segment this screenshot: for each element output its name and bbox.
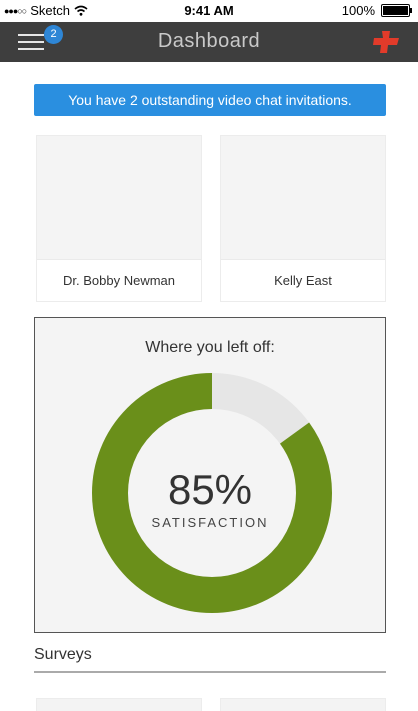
contact-card[interactable]: Kelly East [220,135,386,302]
contact-name: Kelly East [221,259,385,301]
progress-panel[interactable]: Where you left off: 85% SATISFACTION [34,317,386,633]
satisfaction-percent: 85% [167,466,253,513]
status-left: ●●●○○ Sketch [4,3,88,18]
carrier-name: Sketch [30,3,70,18]
satisfaction-donut [92,373,332,613]
contact-photo [221,136,385,260]
page-title: Dashboard [157,30,261,52]
donut-fill [92,373,332,613]
red-cross-icon[interactable] [372,30,400,54]
status-time: 9:41 AM [184,3,234,18]
wifi-icon [74,5,88,16]
video-chat-invitations-alert[interactable]: You have 2 outstanding video chat invita… [34,84,386,116]
battery-percent: 100% [341,3,375,18]
contact-name: Dr. Bobby Newman [37,259,201,301]
survey-card[interactable] [36,698,202,711]
battery-icon [381,4,412,17]
survey-card[interactable] [220,698,386,711]
status-right: 100% [341,3,412,18]
menu-button[interactable] [18,28,46,56]
contact-photo [37,136,201,260]
signal-icon: ●●●○○ [4,5,27,16]
status-bar: ●●●○○ Sketch 9:41 AM 100% [0,0,418,22]
contact-card[interactable]: Dr. Bobby Newman [36,135,202,302]
menu-icon-line [18,48,44,50]
satisfaction-label: SATISFACTION [151,515,269,530]
nav-bar: 2 Dashboard [0,22,418,62]
panel-title: Where you left off: [145,339,275,356]
notification-badge[interactable]: 2 [44,25,63,44]
section-divider [34,671,386,673]
surveys-heading: Surveys [34,646,92,663]
menu-icon-line [18,34,44,36]
menu-icon-line [18,41,44,43]
